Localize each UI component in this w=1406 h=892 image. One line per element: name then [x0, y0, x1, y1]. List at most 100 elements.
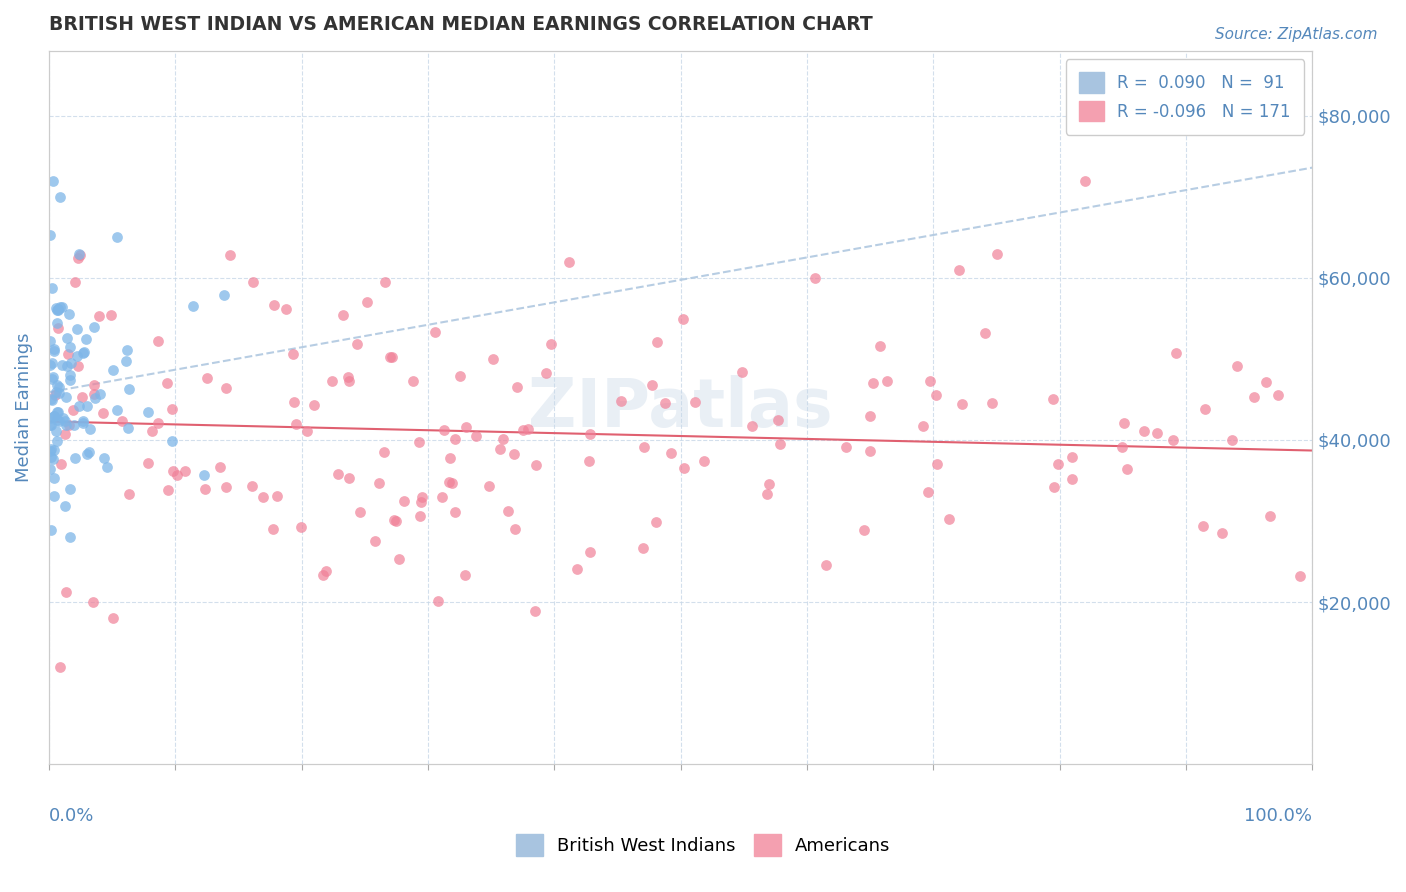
Point — [48, 414, 70, 428]
Point — [209, 460, 232, 475]
Point — [62, 417, 84, 432]
Point — [489, 442, 512, 457]
Point — [75, 332, 97, 346]
Point — [141, 425, 163, 439]
Point — [160, 434, 183, 449]
Point — [337, 370, 360, 384]
Point — [869, 339, 891, 353]
Point — [835, 440, 858, 454]
Point — [42, 451, 65, 466]
Point — [938, 511, 960, 525]
Point — [367, 475, 389, 490]
Point — [332, 308, 354, 322]
Point — [107, 230, 129, 244]
Point — [925, 457, 948, 471]
Point — [49, 457, 72, 471]
Point — [766, 413, 789, 427]
Point — [67, 400, 90, 414]
Point — [411, 491, 433, 505]
Point — [439, 450, 461, 465]
Point — [70, 390, 93, 404]
Point — [73, 344, 96, 359]
Point — [312, 567, 335, 582]
Point — [284, 417, 307, 431]
Point — [768, 437, 790, 451]
Point — [118, 487, 141, 501]
Point — [59, 373, 82, 387]
Point — [645, 335, 668, 350]
Point — [41, 356, 63, 370]
Point — [72, 346, 94, 360]
Point — [1243, 390, 1265, 404]
Point — [1191, 519, 1213, 533]
Point — [290, 520, 312, 534]
Point — [1258, 509, 1281, 524]
Point — [364, 533, 387, 548]
Point — [96, 460, 118, 475]
Point — [166, 468, 188, 483]
Legend: R =  0.090   N =  91, R = -0.096   N = 171: R = 0.090 N = 91, R = -0.096 N = 171 — [1066, 59, 1303, 135]
Point — [478, 479, 501, 493]
Point — [156, 483, 179, 497]
Point — [41, 281, 63, 295]
Point — [439, 475, 461, 489]
Point — [215, 380, 238, 394]
Point — [731, 365, 754, 379]
Point — [381, 350, 404, 364]
Point — [876, 374, 898, 388]
Point — [44, 388, 66, 402]
Point — [1062, 472, 1084, 486]
Point — [42, 342, 65, 356]
Point — [215, 480, 238, 494]
Point — [55, 330, 77, 344]
Point — [534, 366, 557, 380]
Point — [55, 585, 77, 599]
Point — [66, 251, 89, 265]
Point — [66, 349, 89, 363]
Point — [859, 409, 882, 424]
Point — [1074, 173, 1097, 187]
Point — [114, 354, 136, 368]
Point — [925, 388, 948, 402]
Point — [46, 405, 69, 419]
Point — [55, 390, 77, 404]
Point — [1194, 401, 1216, 416]
Point — [373, 444, 395, 458]
Point — [160, 401, 183, 416]
Point — [39, 524, 62, 538]
Point — [240, 479, 263, 493]
Point — [409, 509, 432, 524]
Point — [1163, 434, 1185, 448]
Point — [174, 464, 197, 478]
Point — [1060, 450, 1083, 464]
Point — [266, 489, 288, 503]
Point — [512, 424, 534, 438]
Point — [283, 394, 305, 409]
Point — [42, 443, 65, 458]
Point — [56, 359, 79, 374]
Point — [39, 417, 62, 432]
Point — [101, 363, 124, 377]
Point — [91, 406, 114, 420]
Point — [853, 524, 876, 538]
Point — [62, 402, 84, 417]
Point — [46, 301, 69, 316]
Point — [444, 506, 467, 520]
Point — [252, 490, 274, 504]
Point — [804, 270, 827, 285]
Point — [162, 464, 184, 478]
Point — [72, 416, 94, 430]
Point — [433, 423, 456, 437]
Point — [443, 432, 465, 446]
Point — [427, 594, 450, 608]
Point — [262, 522, 284, 536]
Point — [60, 356, 83, 370]
Text: Source: ZipAtlas.com: Source: ZipAtlas.com — [1215, 27, 1378, 42]
Point — [195, 371, 218, 385]
Point — [46, 377, 69, 392]
Point — [51, 300, 73, 314]
Point — [39, 411, 62, 425]
Point — [380, 350, 402, 364]
Point — [93, 450, 115, 465]
Point — [193, 467, 215, 482]
